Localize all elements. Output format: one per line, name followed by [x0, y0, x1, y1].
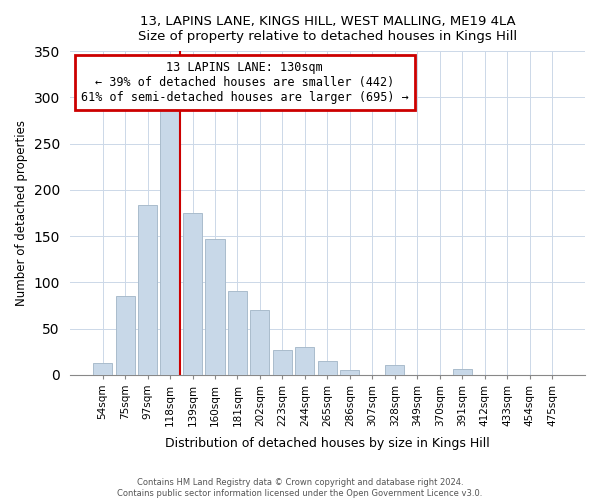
Bar [340, 370, 359, 374]
X-axis label: Distribution of detached houses by size in Kings Hill: Distribution of detached houses by size … [165, 437, 490, 450]
Bar [385, 366, 404, 374]
Bar [116, 296, 134, 374]
Bar [93, 362, 112, 374]
Text: 13 LAPINS LANE: 130sqm
← 39% of detached houses are smaller (442)
61% of semi-de: 13 LAPINS LANE: 130sqm ← 39% of detached… [81, 61, 409, 104]
Y-axis label: Number of detached properties: Number of detached properties [15, 120, 28, 306]
Bar [273, 350, 292, 374]
Bar [295, 347, 314, 374]
Bar [183, 213, 202, 374]
Bar [160, 108, 179, 374]
Bar [250, 310, 269, 374]
Bar [138, 204, 157, 374]
Bar [318, 361, 337, 374]
Bar [452, 369, 472, 374]
Bar [205, 239, 224, 374]
Title: 13, LAPINS LANE, KINGS HILL, WEST MALLING, ME19 4LA
Size of property relative to: 13, LAPINS LANE, KINGS HILL, WEST MALLIN… [138, 15, 517, 43]
Text: Contains HM Land Registry data © Crown copyright and database right 2024.
Contai: Contains HM Land Registry data © Crown c… [118, 478, 482, 498]
Bar [228, 290, 247, 374]
